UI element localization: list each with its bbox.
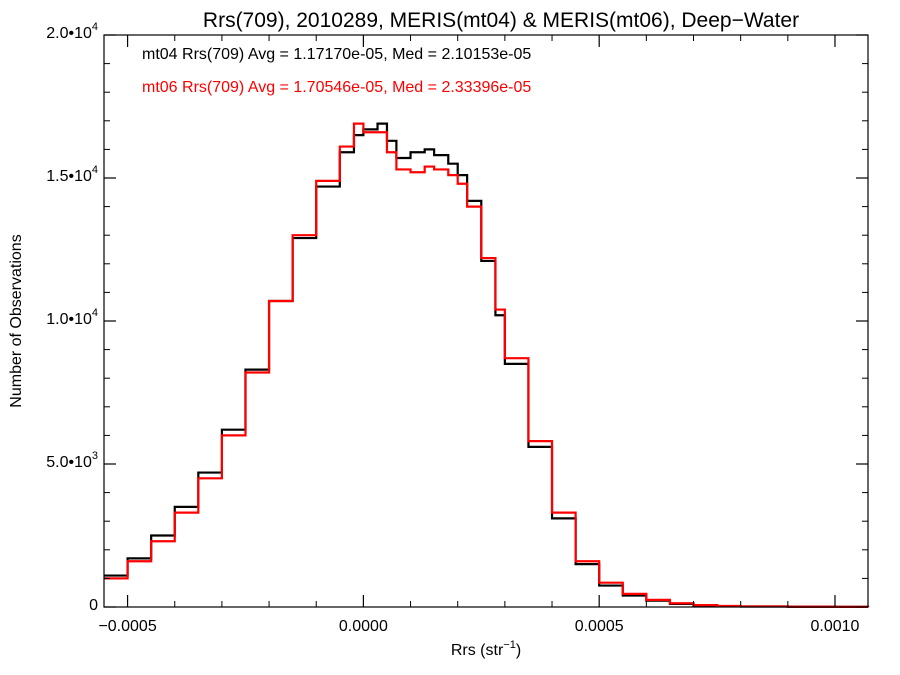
y-tick-label: 0 bbox=[89, 597, 98, 614]
x-tick-label: 0.0000 bbox=[339, 618, 388, 635]
axis-ticks: −0.0005 0.0000 0.0005 0.0010 0 5.0•103 1.0•104… bbox=[46, 21, 868, 635]
x-tick-label: 0.0005 bbox=[575, 618, 624, 635]
y-tick-label: 5.0•103 bbox=[46, 450, 98, 471]
y-tick-label: 1.0•104 bbox=[46, 307, 98, 328]
legend-mt06-stats: mt06 Rrs(709) Avg = 1.70546e-05, Med = 2… bbox=[142, 79, 531, 96]
x-tick-label: −0.0005 bbox=[98, 618, 156, 635]
y-tick-label: 2.0•104 bbox=[46, 21, 98, 42]
chart-title: Rrs(709), 2010289, MERIS(mt04) & MERIS(m… bbox=[203, 9, 799, 32]
x-axis-title-main: Rrs (str bbox=[451, 642, 504, 659]
x-tick-label: 0.0010 bbox=[811, 618, 860, 635]
plot-frame bbox=[103, 34, 869, 608]
x-axis-title: Rrs (str−1) bbox=[451, 639, 521, 659]
series-line-mt04 bbox=[104, 122, 870, 608]
x-axis-title-superscript: −1 bbox=[503, 639, 516, 651]
y-axis-title: Number of Observations bbox=[8, 234, 25, 407]
plot-lines bbox=[104, 122, 870, 608]
series-line-mt06 bbox=[104, 122, 870, 608]
legend-mt04-stats: mt04 Rrs(709) Avg = 1.17170e-05, Med = 2… bbox=[142, 46, 531, 63]
y-tick-label: 1.5•104 bbox=[46, 164, 98, 185]
x-axis-title-suffix: ) bbox=[516, 642, 521, 659]
